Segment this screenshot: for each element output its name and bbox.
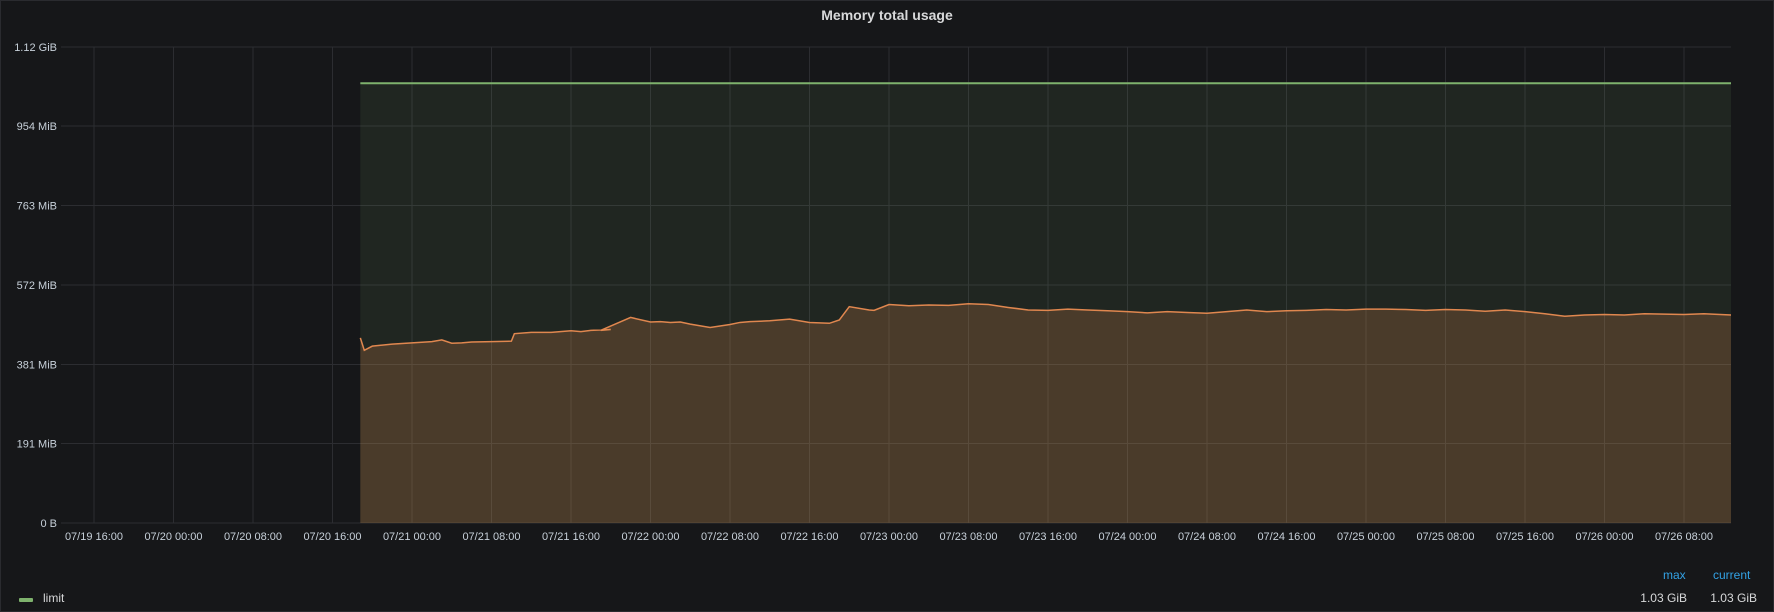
x-tick-label: 07/24 00:00 <box>1098 531 1156 543</box>
x-tick-label: 07/24 08:00 <box>1178 531 1236 543</box>
memory-usage-chart[interactable]: 0 B 191 MiB 381 MiB 572 MiB 763 MiB 954 MiB 1.… <box>1 1 1774 561</box>
legend-item-limit[interactable]: limit 1.03 GiB 1.03 GiB <box>19 591 1757 607</box>
y-tick-label: 572 MiB <box>17 280 57 292</box>
x-tick-label: 07/22 08:00 <box>701 531 759 543</box>
x-tick-label: 07/25 16:00 <box>1496 531 1554 543</box>
x-tick-label: 07/20 08:00 <box>224 531 282 543</box>
limit-series-area <box>360 83 1732 523</box>
legend-header-max[interactable]: max <box>1663 568 1686 582</box>
x-tick-label: 07/25 00:00 <box>1337 531 1395 543</box>
y-axis: 0 B 191 MiB 381 MiB 572 MiB 763 MiB 954 MiB 1.… <box>14 42 57 530</box>
legend-item-label[interactable]: limit <box>43 591 65 605</box>
x-tick-label: 07/20 00:00 <box>144 531 202 543</box>
y-tick-label: 0 B <box>40 518 57 530</box>
chart-areas <box>360 83 1732 523</box>
legend-header-current[interactable]: current <box>1713 568 1751 582</box>
y-tick-label: 763 MiB <box>17 201 57 213</box>
x-tick-label: 07/26 08:00 <box>1655 531 1713 543</box>
usage-series-area <box>360 303 1732 523</box>
x-tick-label: 07/22 16:00 <box>780 531 838 543</box>
y-tick-label: 381 MiB <box>17 359 57 371</box>
legend-swatch <box>19 598 33 602</box>
legend-max-value: 1.03 GiB <box>1640 591 1687 605</box>
panel-title[interactable]: Memory total usage <box>821 7 953 23</box>
x-tick-label: 07/21 00:00 <box>383 531 441 543</box>
x-tick-label: 07/21 16:00 <box>542 531 600 543</box>
chart-grid <box>61 46 1731 524</box>
x-tick-label: 07/24 16:00 <box>1257 531 1315 543</box>
x-tick-label: 07/20 16:00 <box>303 531 361 543</box>
legend-current-value: 1.03 GiB <box>1710 591 1757 605</box>
chart-lines <box>359 82 1732 352</box>
y-tick-label: 954 MiB <box>17 121 57 133</box>
x-tick-label: 07/23 08:00 <box>939 531 997 543</box>
y-tick-label: 1.12 GiB <box>14 42 57 54</box>
x-tick-label: 07/23 16:00 <box>1019 531 1077 543</box>
x-tick-label: 07/21 08:00 <box>462 531 520 543</box>
x-tick-label: 07/19 16:00 <box>65 531 123 543</box>
y-tick-label: 191 MiB <box>17 439 57 451</box>
x-tick-label: 07/26 00:00 <box>1575 531 1633 543</box>
x-tick-label: 07/23 00:00 <box>860 531 918 543</box>
usage-series-line <box>359 302 1732 352</box>
x-axis: 07/19 16:00 07/20 00:00 07/20 08:00 07/20 1… <box>65 531 1713 543</box>
x-tick-label: 07/25 08:00 <box>1416 531 1474 543</box>
x-tick-label: 07/22 00:00 <box>621 531 679 543</box>
